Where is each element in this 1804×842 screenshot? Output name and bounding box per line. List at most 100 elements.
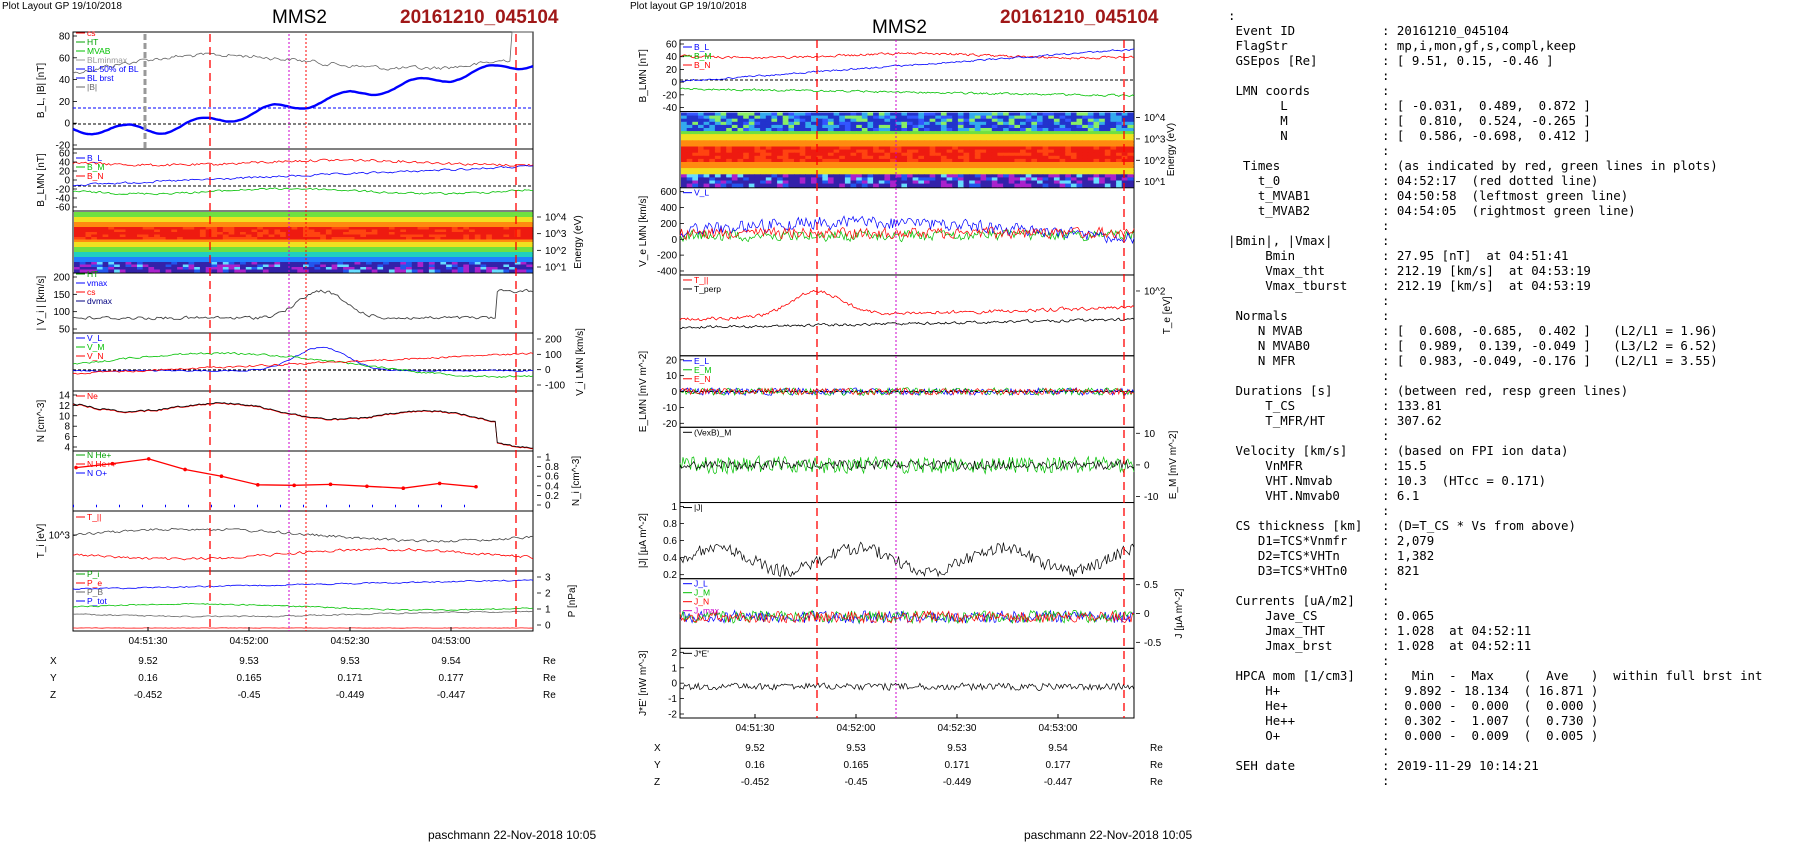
heatmap-cell [924,184,930,188]
heatmap-cell [935,184,941,188]
heatmap-cell [492,270,498,273]
position-value: 0.165 [236,673,261,684]
heatmap-cell [74,270,80,273]
info-value: : (based on FPI ion data) [1382,443,1569,458]
y-tick-label: 400 [660,203,677,214]
heatmap-cell [913,184,919,188]
heatmap-cell [297,270,303,273]
position-value: -0.45 [845,777,868,788]
info-key: Vmax_tburst [1228,278,1382,293]
heatmap-cell [446,270,452,273]
info-value: : Min - Max ( Ave ) within full brst int [1382,668,1762,683]
y-tick-label: 4 [64,443,70,454]
info-key: Normals [1228,308,1382,323]
x-tick-label: 04:52:00 [837,723,876,734]
heatmap-cell [1003,184,1009,188]
heatmap-cell [274,270,280,273]
heatmap-cell [1116,184,1122,188]
position-label: Z [654,777,660,788]
info-key: Jmax_THT [1228,623,1382,638]
y-tick-label: 100 [53,307,70,318]
heatmap-cell [469,270,475,273]
legend-entry: V_L [694,188,709,198]
info-lines: Event ID: 20161210_045104 FlagStr: mp,i,… [1228,23,1798,788]
info-key: T_MFR/HT [1228,413,1382,428]
plot-frame [73,333,533,391]
info-value: : mp,i,mon,gf,s,compl,keep [1382,38,1576,53]
heatmap-cell [709,184,715,188]
heatmap-cell [217,270,223,273]
position-value: -0.447 [437,690,466,701]
legend-entry: B_N [87,171,104,181]
info-value: : 1.028 at 04:52:11 [1382,623,1531,638]
position-value: -0.45 [238,690,261,701]
heatmap-cell [103,270,109,273]
y-tick-label: 10 [59,411,71,422]
p-i-line [73,603,533,610]
heatmap-cell [211,270,217,273]
heatmap-cell [360,270,366,273]
info-value: : [ -0.031, 0.489, 0.872 ] [1382,98,1591,113]
heatmap-cell [194,270,200,273]
info-key: D3=TCS*VHTn0 [1228,563,1382,578]
info-colon-top: : [1228,8,1798,23]
y-tick-label-right: 200 [545,335,562,346]
info-key: O+ [1228,728,1382,743]
y-tick-label: 14 [59,391,71,402]
y-tick-label: 1 [671,502,677,513]
he-pp-point [256,483,260,487]
y-tick-label: 0 [671,78,677,89]
heatmap-cell [509,270,515,273]
info-line: D2=TCS*VHTn: 1,382 [1228,548,1798,563]
heatmap-cell [986,184,992,188]
info-key: N MFR [1228,353,1382,368]
info-value: : 0.302 - 1.007 ( 0.730 ) [1382,713,1598,728]
info-line: Jave_CS: 0.065 [1228,608,1798,623]
position-unit: Re [543,656,556,667]
heatmap-cell [234,270,240,273]
heatmap-cell [1037,184,1043,188]
heatmap-cell [498,270,504,273]
ion-energy-spectrogram [74,212,533,273]
heatmap-cell [839,184,845,188]
y-tick-label-right: 0 [545,501,551,512]
heatmap-cell [154,270,160,273]
info-value: : [1382,233,1389,248]
info-key: FlagStr [1228,38,1382,53]
heatmap-cell [320,270,326,273]
heatmap-cell [263,270,269,273]
heatmap-cell [1110,184,1116,188]
y-tick-label-right: 100 [545,350,562,361]
heatmap-cell [389,270,395,273]
info-key: HPCA mom [1/cm3] [1228,668,1382,683]
heatmap-cell [223,270,229,273]
b-l-line [680,53,1134,60]
y-tick-label-right: 10^4 [1144,113,1166,124]
info-key: Vmax_tht [1228,263,1382,278]
info-line: Vmax_tht: 212.19 [km/s] at 04:53:19 [1228,263,1798,278]
info-key: Currents [uA/m2] [1228,593,1382,608]
info-line: N MVAB: [ 0.608, -0.685, 0.402 ] (L2/L1 … [1228,323,1798,338]
y-tick-label: 8 [64,422,70,433]
heatmap-cell [822,184,828,188]
heatmap-cell [958,184,964,188]
legend-entry: dvmax [87,296,113,306]
axis-label-p: P [nPa] [567,584,578,617]
heatmap-cell [879,184,885,188]
heatmap-cell [406,270,412,273]
y-tick-label: 0 [64,119,70,130]
info-line: Durations [s]: (between red, resp green … [1228,383,1798,398]
position-unit: Re [543,690,556,701]
info-key: SEH date [1228,758,1382,773]
heatmap-cell [337,270,343,273]
heatmap-cell [137,270,143,273]
info-line: Vmax_tburst: 212.19 [km/s] at 04:53:19 [1228,278,1798,293]
info-value: : [1382,773,1389,788]
heatmap-cell [721,184,727,188]
info-value: : [ 0.989, 0.139, -0.049 ] (L3/L2 = 6.52… [1382,338,1718,353]
axis-label-j: |J| [µA m^-2] [638,513,649,568]
position-value: -0.452 [134,690,163,701]
info-line: GSEpos [Re]: [ 9.51, 0.15, -0.46 ] [1228,53,1798,68]
info-line: T_MFR/HT: 307.62 [1228,413,1798,428]
y-tick-label: 1 [671,663,677,674]
